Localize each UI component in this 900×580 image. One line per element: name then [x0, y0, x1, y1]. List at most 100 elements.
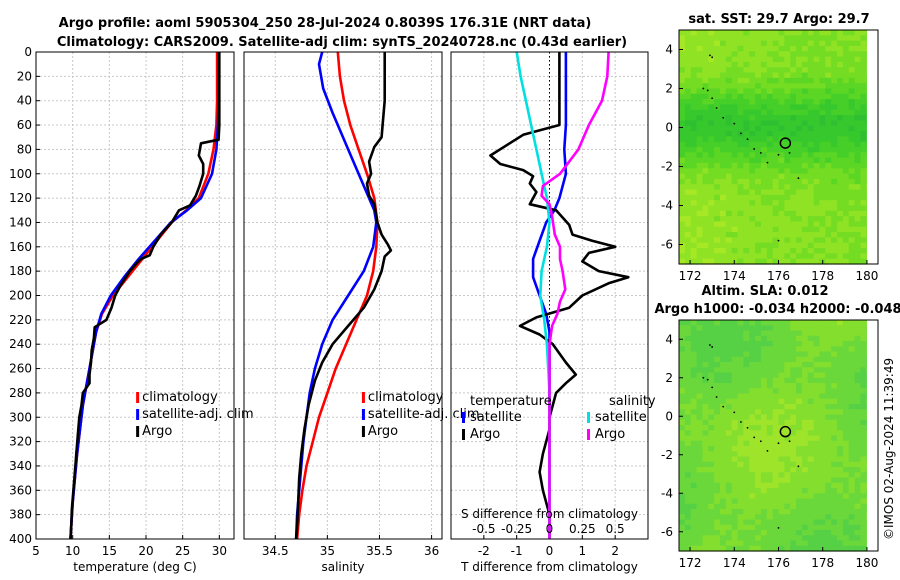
map-sla-cell — [772, 398, 780, 405]
map-sst-cell — [807, 253, 815, 260]
map-sla-cell — [790, 351, 797, 358]
map-sst-cell — [848, 77, 856, 84]
map-sst-cell — [866, 99, 867, 106]
map-sst-cell — [790, 40, 797, 47]
depth-tick-label: 380 — [9, 508, 32, 522]
map-sla-cell — [708, 335, 715, 342]
map-sla-cell — [766, 362, 774, 368]
map-sst-cell — [760, 72, 768, 79]
map-sst-cell — [743, 253, 750, 260]
map-sla-cell — [766, 509, 774, 515]
map-sst-cell — [778, 221, 785, 228]
map-sla-cell — [690, 346, 698, 353]
map-sla-cell — [714, 440, 721, 447]
map-sla-cell — [743, 461, 750, 468]
map-sst-cell — [772, 61, 780, 68]
map-sla-cell — [860, 430, 867, 437]
map-sst-cell — [684, 61, 692, 68]
map-sst-cell — [801, 226, 809, 233]
map-sst-cell — [749, 168, 756, 175]
map-sla-cell — [755, 503, 762, 510]
map-sst-cell — [714, 77, 721, 84]
map-sla-cell — [813, 540, 821, 547]
map-sla-cell — [684, 477, 692, 484]
map-sla-cell — [708, 362, 715, 368]
map-sst-cell — [714, 72, 721, 79]
map-sla-cell — [708, 451, 715, 458]
map-sla-cell — [725, 540, 733, 547]
map-sla-cell — [772, 325, 780, 332]
map-sla-cell — [790, 377, 797, 384]
map-sla-cell — [854, 498, 862, 505]
map-sst-cell — [760, 131, 768, 137]
map-sla-cell — [702, 346, 709, 353]
map-sla-cell — [825, 535, 832, 542]
depth-tick-label: 100 — [9, 167, 32, 181]
map-sst-cell — [848, 248, 856, 254]
map-sla-cell — [837, 330, 844, 337]
map-sla-cell — [731, 351, 739, 358]
map-sst-cell — [796, 40, 803, 47]
map-sst-cell — [725, 136, 733, 143]
map-sla-cell — [784, 414, 791, 421]
diff-legend-label-sal: Argo — [595, 427, 625, 442]
map-sst-cell — [848, 109, 856, 116]
map-sst-cell — [796, 88, 803, 95]
map-sst-cell — [719, 232, 727, 239]
map-sla-cell — [784, 545, 791, 552]
map-sla-cell — [702, 435, 709, 442]
map-sst-cell — [684, 216, 692, 223]
map-sla-cell — [708, 425, 715, 431]
map-sst-cell — [866, 147, 867, 153]
map-sst-cell — [807, 200, 815, 207]
map-sst-cell — [743, 152, 750, 159]
map-sla-cell — [860, 524, 867, 531]
map-sla-cell — [837, 446, 844, 452]
map-sst-cell — [719, 258, 727, 265]
map-sla-cell — [690, 446, 698, 452]
map-sst-cell — [760, 67, 768, 74]
map-sst-cell — [813, 136, 821, 143]
map-sla-cell — [807, 435, 815, 442]
map-sla-cell — [819, 372, 826, 379]
map-sla-cell — [755, 383, 762, 389]
map-sla-cell — [837, 472, 844, 479]
map-sla-cell — [790, 419, 797, 426]
map-sla-cell — [743, 330, 750, 337]
map-sla-cell — [772, 509, 780, 515]
map-sla-cell — [679, 398, 686, 405]
map-sla-cell — [772, 545, 780, 552]
map-sla-cell — [679, 503, 686, 510]
map-sst-cell — [778, 248, 785, 254]
map-sla-cell — [854, 398, 862, 405]
map-sla-cell — [796, 356, 803, 363]
map-sst-cell — [772, 136, 780, 143]
map-sst-cell — [801, 30, 809, 36]
map-sla-cell — [755, 393, 762, 400]
map-sla-cell — [737, 461, 744, 468]
map-sla-cell — [807, 419, 815, 426]
map-sst-cell — [714, 109, 721, 116]
map-sst-cell — [778, 83, 785, 90]
map-sla-cell — [714, 524, 721, 531]
map-sla-cell — [760, 409, 768, 416]
map-sla-cell — [796, 503, 803, 510]
map-sst-cell — [766, 51, 774, 58]
map-sst-cell — [714, 51, 721, 58]
map-sla-cell — [690, 493, 698, 500]
map-sst-cell — [719, 67, 727, 74]
map-sst-cell — [737, 104, 744, 111]
map-sla-cell — [848, 498, 856, 505]
map-sst-cell — [860, 125, 867, 132]
map-sla-cell — [731, 435, 739, 442]
depth-tick-label: 120 — [9, 191, 32, 205]
map-sla-cell — [796, 519, 803, 526]
map-sla-cell — [696, 383, 704, 389]
map-sst-cell — [731, 184, 739, 191]
map-sla-cell — [831, 325, 838, 332]
map-sst-cell — [860, 51, 867, 58]
map-sla-cell — [760, 503, 768, 510]
map-sla-cell — [860, 419, 867, 426]
map-sla-cell — [679, 425, 686, 431]
map-sst-cell — [725, 226, 733, 233]
